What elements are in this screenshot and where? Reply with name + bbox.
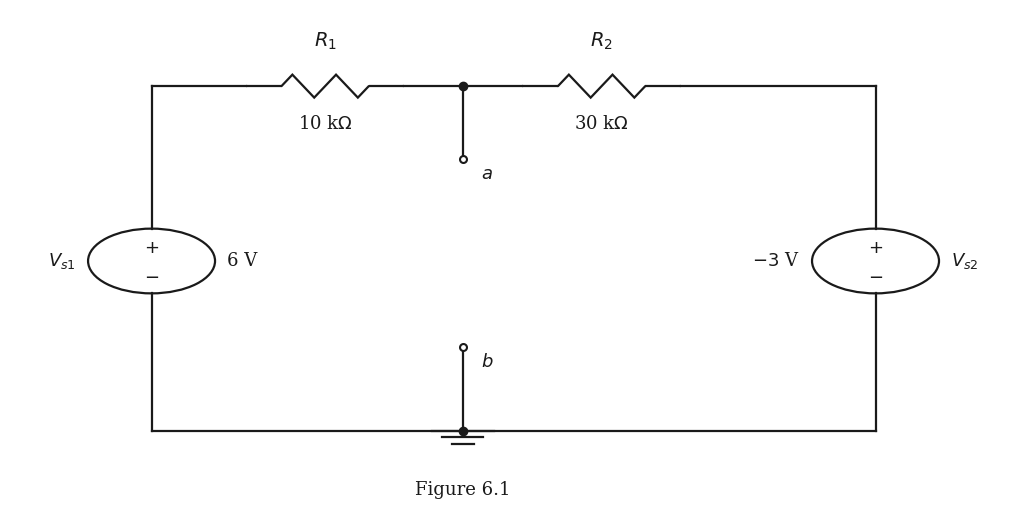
Text: $b$: $b$ <box>481 353 494 371</box>
Text: $-3$ V: $-3$ V <box>753 252 800 270</box>
Text: $V_{s2}$: $V_{s2}$ <box>951 251 979 271</box>
Text: $R_1$: $R_1$ <box>313 31 337 52</box>
Text: $+$: $+$ <box>144 239 159 257</box>
Text: $V_{s1}$: $V_{s1}$ <box>48 251 76 271</box>
Text: Figure 6.1: Figure 6.1 <box>415 481 511 499</box>
Text: 6 V: 6 V <box>227 252 258 270</box>
Text: $a$: $a$ <box>481 165 494 183</box>
Text: $+$: $+$ <box>868 239 883 257</box>
Text: 30 k$\Omega$: 30 k$\Omega$ <box>574 115 629 133</box>
Text: $-$: $-$ <box>868 267 883 284</box>
Text: $R_2$: $R_2$ <box>590 31 613 52</box>
Text: 10 k$\Omega$: 10 k$\Omega$ <box>298 115 352 133</box>
Text: $-$: $-$ <box>144 267 159 284</box>
